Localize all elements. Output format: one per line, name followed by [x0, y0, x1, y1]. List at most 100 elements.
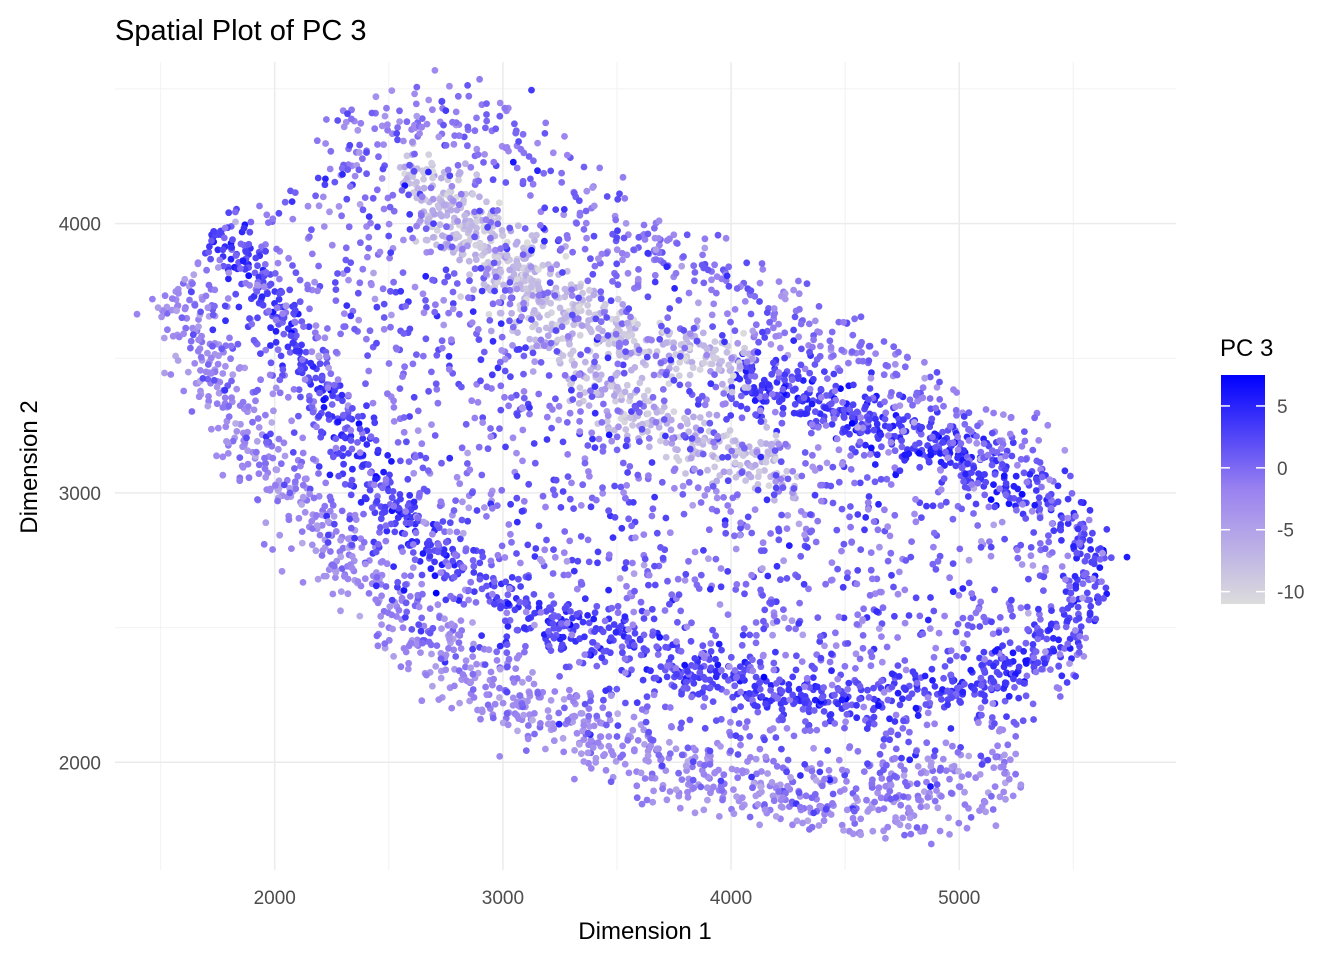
data-point	[202, 292, 210, 300]
data-point	[745, 690, 753, 697]
data-point	[775, 373, 783, 381]
data-point	[168, 295, 176, 302]
data-point	[464, 142, 471, 150]
data-point	[559, 734, 567, 742]
data-point	[389, 625, 396, 633]
data-point	[736, 375, 744, 383]
data-point	[255, 424, 263, 431]
data-point	[734, 339, 742, 347]
data-point	[677, 647, 685, 655]
data-point	[379, 285, 387, 293]
data-point	[435, 696, 443, 703]
data-point	[245, 272, 253, 280]
data-point	[790, 286, 797, 294]
data-point	[559, 488, 567, 495]
data-point	[927, 783, 934, 790]
data-point	[1035, 605, 1042, 613]
data-point	[618, 249, 626, 257]
data-point	[462, 657, 470, 665]
data-point	[1017, 455, 1025, 463]
data-point	[506, 279, 514, 286]
data-point	[422, 225, 430, 233]
data-point	[919, 630, 927, 638]
data-point	[509, 158, 517, 166]
data-point	[292, 269, 300, 277]
data-point	[684, 793, 692, 801]
data-point	[591, 444, 599, 451]
data-point	[374, 223, 381, 231]
data-point	[308, 226, 315, 234]
data-point	[821, 368, 828, 375]
data-point	[332, 286, 340, 293]
data-point	[1059, 514, 1066, 522]
data-point	[1036, 505, 1044, 513]
data-point	[418, 614, 426, 622]
data-point	[464, 82, 471, 89]
data-point	[453, 206, 461, 214]
data-point	[686, 371, 694, 379]
data-point	[527, 283, 535, 291]
data-point	[180, 387, 188, 395]
data-point	[900, 416, 907, 423]
data-point	[233, 385, 241, 393]
data-point	[348, 541, 356, 549]
data-point	[750, 384, 758, 391]
data-point	[766, 318, 773, 326]
data-point	[967, 614, 975, 622]
data-point	[739, 674, 746, 681]
data-point	[544, 707, 552, 714]
data-point	[232, 290, 240, 298]
data-point	[663, 327, 671, 335]
data-point	[653, 745, 661, 753]
data-point	[345, 414, 353, 422]
data-point	[326, 208, 333, 216]
data-point	[334, 418, 342, 426]
data-point	[261, 465, 269, 473]
data-point	[364, 352, 371, 359]
data-point	[450, 270, 458, 277]
data-point	[1096, 564, 1104, 571]
data-point	[838, 346, 846, 354]
data-point	[928, 665, 936, 673]
data-point	[927, 451, 935, 459]
data-point	[788, 376, 796, 384]
data-point	[619, 751, 627, 759]
data-point	[322, 479, 330, 487]
data-point	[956, 697, 963, 705]
data-point	[905, 738, 912, 746]
data-point	[670, 231, 678, 239]
data-point	[417, 212, 425, 219]
data-point	[557, 504, 565, 511]
data-point	[950, 762, 958, 770]
data-point	[867, 374, 875, 382]
data-point	[161, 292, 169, 300]
data-point	[1055, 662, 1063, 670]
data-point	[809, 343, 816, 351]
data-point	[1053, 684, 1061, 691]
data-point	[860, 605, 867, 613]
data-point	[712, 383, 720, 391]
data-point	[1017, 604, 1025, 612]
data-point	[566, 340, 573, 348]
data-point	[834, 700, 842, 708]
data-point	[952, 628, 960, 636]
data-point	[1079, 580, 1087, 588]
data-point	[613, 433, 621, 441]
data-point	[384, 126, 391, 134]
data-point	[697, 783, 705, 791]
data-point	[854, 611, 862, 619]
data-point	[640, 561, 648, 569]
data-point	[285, 254, 292, 262]
data-point	[748, 355, 756, 363]
data-point	[372, 93, 380, 101]
data-point	[373, 186, 381, 194]
data-point	[358, 544, 366, 551]
data-point	[828, 328, 836, 336]
data-point	[197, 353, 205, 361]
data-point	[501, 104, 509, 112]
data-point	[555, 356, 563, 364]
data-point	[886, 715, 893, 723]
data-point	[297, 393, 304, 401]
data-point	[782, 440, 789, 448]
